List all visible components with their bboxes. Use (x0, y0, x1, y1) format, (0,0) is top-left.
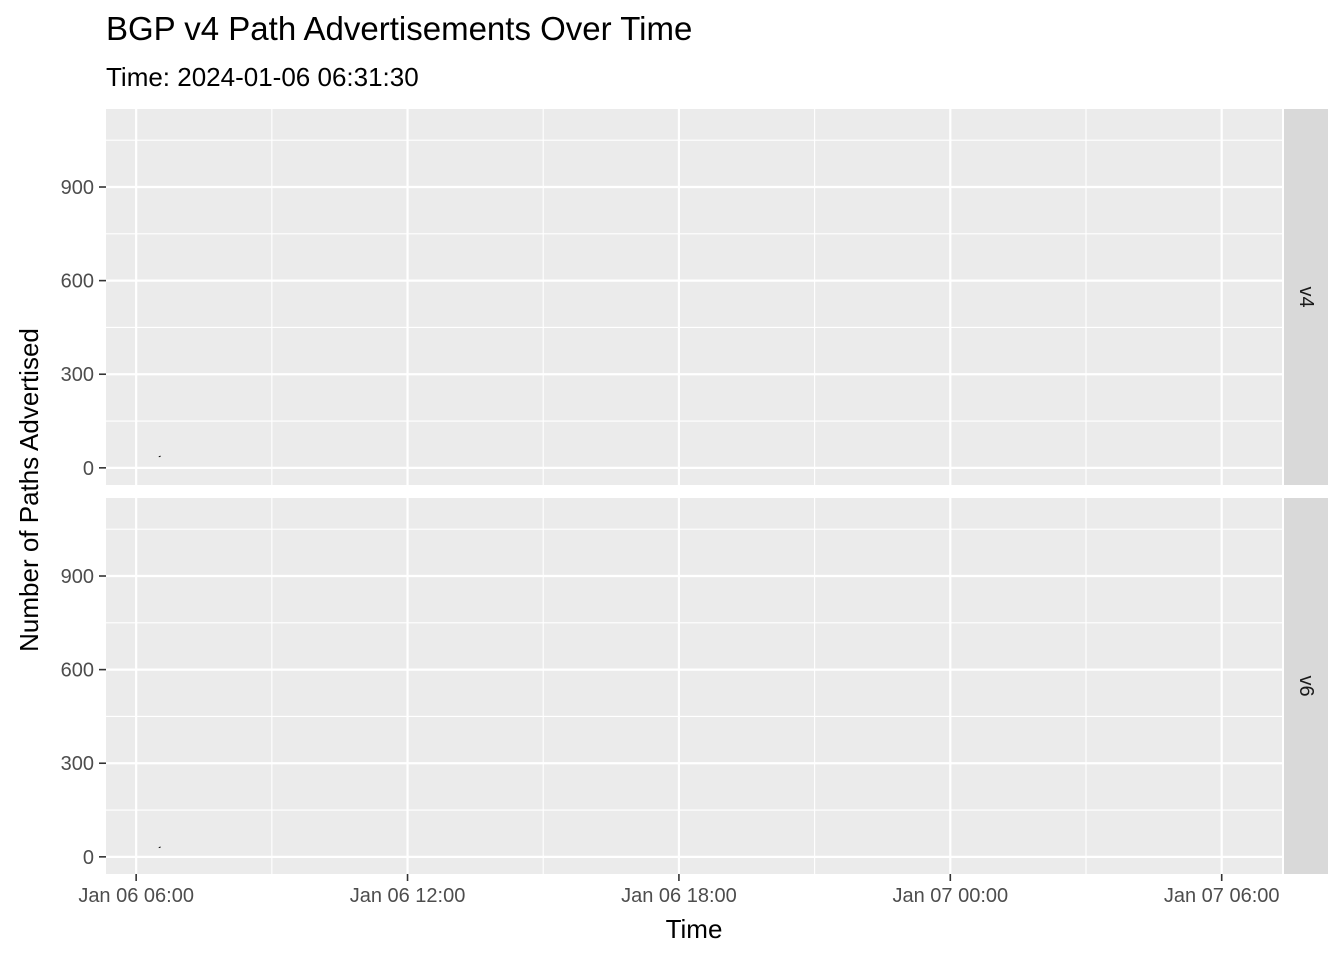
panel-background (106, 109, 1282, 485)
y-tick-label: 0 (83, 847, 94, 869)
facet-panel-v6: 0 300 600 900 v6 (61, 498, 1328, 874)
facet-panels: 0 300 600 900 v4 0 300 600 900 v6 (61, 109, 1328, 874)
x-axis: Jan 06 06:00 Jan 06 12:00 Jan 06 18:00 Jan … (78, 874, 1280, 907)
facet-strip (1284, 109, 1328, 485)
y-tick-label: 0 (83, 458, 94, 480)
x-axis-title: Time (666, 914, 723, 944)
facet-strip-label: v6 (1295, 675, 1317, 696)
y-tick-label: 900 (61, 566, 94, 588)
chart-subtitle: Time: 2024-01-06 06:31:30 (106, 62, 419, 92)
y-axis-title: Number of Paths Advertised (14, 328, 44, 652)
y-tick-label: 600 (61, 660, 94, 682)
x-tick-label: Jan 06 12:00 (350, 885, 466, 907)
facet-strip (1284, 498, 1328, 874)
chart-title: BGP v4 Path Advertisements Over Time (106, 10, 692, 47)
x-tick-label: Jan 06 18:00 (621, 885, 737, 907)
y-tick-label: 300 (61, 364, 94, 386)
facet-panel-v4: 0 300 600 900 v4 (61, 109, 1328, 485)
y-tick-label: 900 (61, 177, 94, 199)
y-tick-label: 300 (61, 753, 94, 775)
x-tick-label: Jan 07 00:00 (892, 885, 1008, 907)
y-tick-label: 600 (61, 271, 94, 293)
x-tick-label: Jan 06 06:00 (78, 885, 194, 907)
x-tick-label: Jan 07 06:00 (1164, 885, 1280, 907)
facet-strip-label: v4 (1295, 286, 1317, 307)
panel-background (106, 498, 1282, 874)
